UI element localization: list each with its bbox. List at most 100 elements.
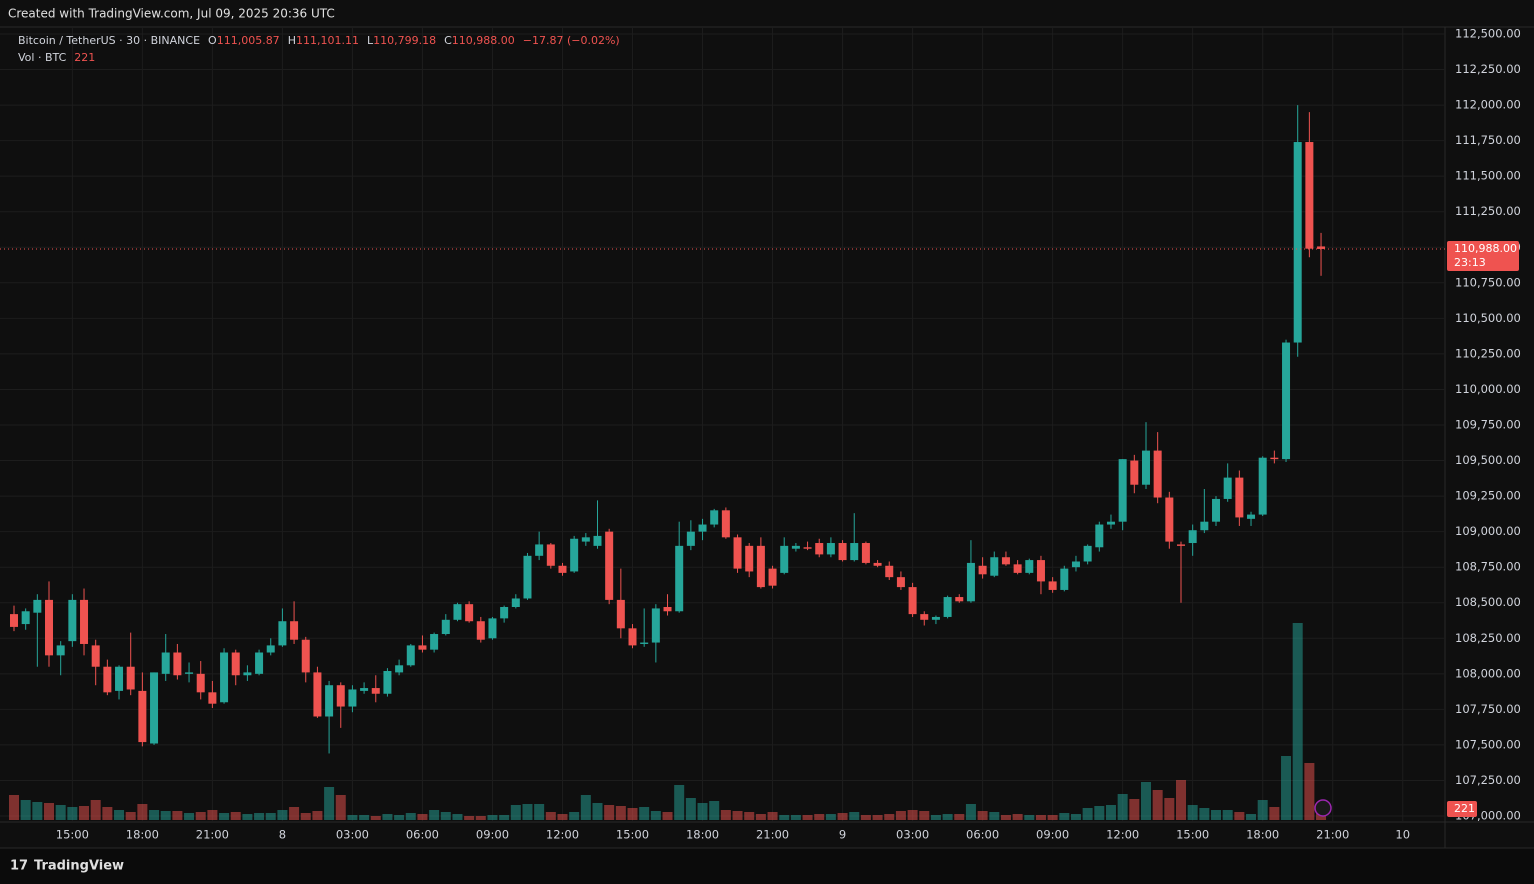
brand[interactable]: TradingView	[34, 859, 124, 874]
candle-body	[301, 639, 310, 673]
candle-body	[360, 688, 369, 691]
volume-bar	[394, 815, 405, 820]
candle-body	[68, 599, 77, 642]
volume-bar	[487, 815, 498, 820]
candle-body	[126, 666, 135, 690]
x-tick-label: 15:00	[616, 828, 649, 842]
countdown: 23:13	[1454, 256, 1486, 269]
candle-body	[1001, 557, 1010, 565]
candle-body	[581, 537, 590, 542]
candle-body	[675, 545, 684, 612]
x-tick-label: 12:00	[1106, 828, 1139, 842]
candle-body	[161, 652, 170, 674]
volume-bar	[860, 815, 871, 820]
volume-bar	[662, 812, 673, 820]
volume-bar	[1059, 813, 1070, 820]
candle-body	[558, 565, 567, 573]
volume-legend: Vol · BTC 221	[18, 51, 95, 64]
volume-bar	[930, 815, 941, 820]
volume-bar	[744, 812, 755, 820]
candle-body	[56, 645, 65, 656]
y-tick-label: 111,250.00	[1455, 204, 1521, 218]
volume-bar	[709, 801, 720, 820]
candle-body	[1188, 530, 1197, 544]
candle-body	[430, 634, 439, 650]
volume-bar	[1164, 798, 1175, 820]
y-tick-label: 110,750.00	[1455, 275, 1521, 289]
volume-bar	[604, 805, 615, 820]
candle-body	[768, 568, 777, 586]
candle-body	[1095, 524, 1104, 548]
volume-bar	[324, 787, 335, 820]
volume-bar	[20, 800, 31, 820]
candle-body	[651, 608, 660, 643]
price-tag	[1447, 240, 1519, 271]
volume-bar	[429, 810, 440, 820]
y-tick-label: 110,500.00	[1455, 311, 1521, 325]
volume-bar	[615, 806, 626, 820]
candle-body	[605, 531, 614, 600]
candle-body	[943, 597, 952, 617]
volume-bar	[1222, 810, 1233, 820]
volume-bar	[184, 813, 195, 820]
candle-body	[663, 607, 672, 612]
volume-bar	[1234, 812, 1245, 820]
candle-body	[383, 670, 392, 694]
y-tick-label: 108,250.00	[1455, 631, 1521, 645]
volume-bar	[125, 812, 136, 820]
candle-body	[780, 545, 789, 573]
candle-body	[896, 577, 905, 588]
volume-bar	[230, 812, 241, 820]
volume-bar	[1070, 814, 1081, 820]
volume-bar	[464, 816, 475, 820]
candle-body	[231, 652, 240, 676]
candle-body	[103, 666, 112, 693]
volume-bar	[627, 808, 638, 820]
volume-tag-label: 221	[1454, 802, 1475, 815]
candle-body	[418, 645, 427, 650]
volume-bar	[405, 813, 416, 820]
candle-body	[616, 599, 625, 629]
candle-body	[278, 621, 287, 646]
volume-bar	[1187, 805, 1198, 820]
candle-body	[1235, 477, 1244, 518]
volume-bar	[382, 814, 393, 820]
volume-bar	[1012, 814, 1023, 820]
candle-body	[336, 685, 345, 707]
volume-bar	[277, 810, 288, 820]
volume-bar	[919, 811, 930, 820]
candle-body	[1083, 545, 1092, 562]
volume-bar	[207, 810, 218, 820]
y-tick-label: 110,000.00	[1455, 382, 1521, 396]
symbol: Bitcoin / TetherUS · 30 · BINANCE	[18, 34, 200, 47]
candle-body	[698, 524, 707, 532]
candle-body	[290, 621, 299, 640]
volume-bar	[977, 811, 988, 820]
volume-bar	[545, 812, 556, 820]
candle-body	[1282, 342, 1291, 460]
volume-bar	[55, 805, 66, 820]
y-tick-label: 107,500.00	[1455, 737, 1521, 751]
candle-body	[931, 616, 940, 620]
candle-body	[465, 604, 474, 622]
plot	[0, 105, 1445, 820]
brand-logo[interactable]: 17	[10, 859, 28, 874]
x-tick-label: 8	[279, 828, 286, 842]
candle-body	[1317, 246, 1326, 249]
volume-bar	[1257, 800, 1268, 820]
y-tick-label: 108,000.00	[1455, 666, 1521, 680]
legend-value: 111,101.11	[296, 34, 359, 47]
y-tick-label: 108,750.00	[1455, 560, 1521, 574]
footer-bar	[0, 848, 1534, 884]
y-tick-label: 110,250.00	[1455, 346, 1521, 360]
y-tick-label: 109,750.00	[1455, 417, 1521, 431]
candle-body	[1177, 544, 1185, 546]
candle-body	[1036, 560, 1045, 582]
candle-body	[313, 672, 322, 717]
candle-body	[1048, 581, 1057, 590]
candle-body	[266, 645, 275, 653]
volume-bar	[32, 802, 43, 820]
candle-body	[10, 614, 18, 627]
